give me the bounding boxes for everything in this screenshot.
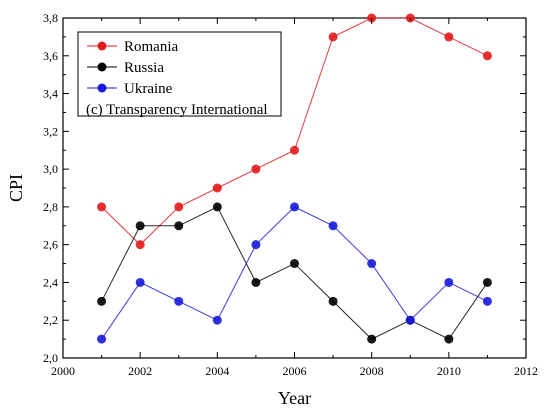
legend-label-romania: Romania (124, 39, 178, 55)
x-tick-label: 2002 (128, 364, 152, 378)
data-point-russia (135, 221, 145, 231)
data-point-romania (174, 202, 184, 212)
data-point-ukraine (97, 334, 107, 344)
data-point-romania (328, 32, 338, 42)
data-point-russia (482, 277, 492, 287)
data-point-ukraine (367, 259, 377, 269)
series-romania (97, 13, 492, 250)
data-point-romania (290, 145, 299, 155)
data-point-ukraine (290, 202, 299, 212)
x-tick-label: 2008 (360, 364, 384, 378)
copyright-note: (c) Transparency International (86, 102, 268, 118)
ticks-layer: 2000 2002 2004 2006 2008 2010 2012 2,0 2,2 2,4 2,6… (43, 11, 538, 378)
x-axis-label: Year (278, 388, 311, 408)
series-layer (97, 13, 492, 344)
y-tick-label: 3,2 (43, 124, 58, 138)
data-point-russia (174, 221, 184, 231)
x-tick-label: 2012 (514, 364, 538, 378)
data-point-russia (290, 259, 299, 269)
legend-swatch-marker (97, 62, 107, 72)
series-russia (97, 202, 492, 344)
x-tick-label: 2000 (51, 364, 75, 378)
data-point-ukraine (444, 277, 454, 287)
data-point-russia (97, 296, 107, 306)
data-point-russia (212, 202, 222, 212)
data-point-ukraine (251, 240, 261, 250)
data-point-ukraine (135, 277, 145, 287)
data-point-ukraine (405, 315, 415, 325)
data-point-russia (328, 296, 338, 306)
x-tick-label: 2010 (437, 364, 461, 378)
y-tick-label: 2,2 (43, 313, 58, 327)
x-tick-label: 2006 (283, 364, 307, 378)
series-line-ukraine (101, 206, 488, 340)
data-point-romania (482, 51, 492, 61)
data-point-romania (212, 183, 222, 193)
y-tick-label: 3,8 (43, 11, 58, 25)
y-tick-label: 3,4 (43, 87, 58, 101)
data-point-ukraine (328, 221, 338, 231)
y-tick-label: 2,6 (43, 238, 58, 252)
y-tick-label: 2,4 (43, 275, 58, 289)
data-point-romania (135, 240, 145, 250)
data-point-ukraine (482, 296, 492, 306)
data-point-romania (251, 164, 261, 174)
y-tick-label: 3,6 (43, 49, 58, 63)
series-line-russia (101, 206, 488, 340)
legend-swatch-marker (97, 41, 107, 51)
y-tick-label: 2,8 (43, 200, 58, 214)
data-point-russia (251, 277, 261, 287)
legend: Romania Russia Ukraine (c) Transparency Int… (77, 31, 282, 118)
y-tick-label: 2,0 (43, 351, 58, 365)
data-point-russia (444, 334, 454, 344)
y-axis-label: CPI (6, 174, 26, 202)
legend-swatch-marker (97, 83, 107, 93)
data-point-romania (97, 202, 107, 212)
data-point-russia (367, 334, 377, 344)
series-ukraine (97, 202, 492, 344)
x-tick-label: 2004 (205, 364, 229, 378)
data-point-ukraine (212, 315, 222, 325)
legend-label-russia: Russia (124, 60, 164, 76)
legend-label-ukraine: Ukraine (124, 81, 173, 97)
data-point-ukraine (174, 296, 184, 306)
y-tick-label: 3,0 (43, 162, 58, 176)
data-point-romania (444, 32, 454, 42)
